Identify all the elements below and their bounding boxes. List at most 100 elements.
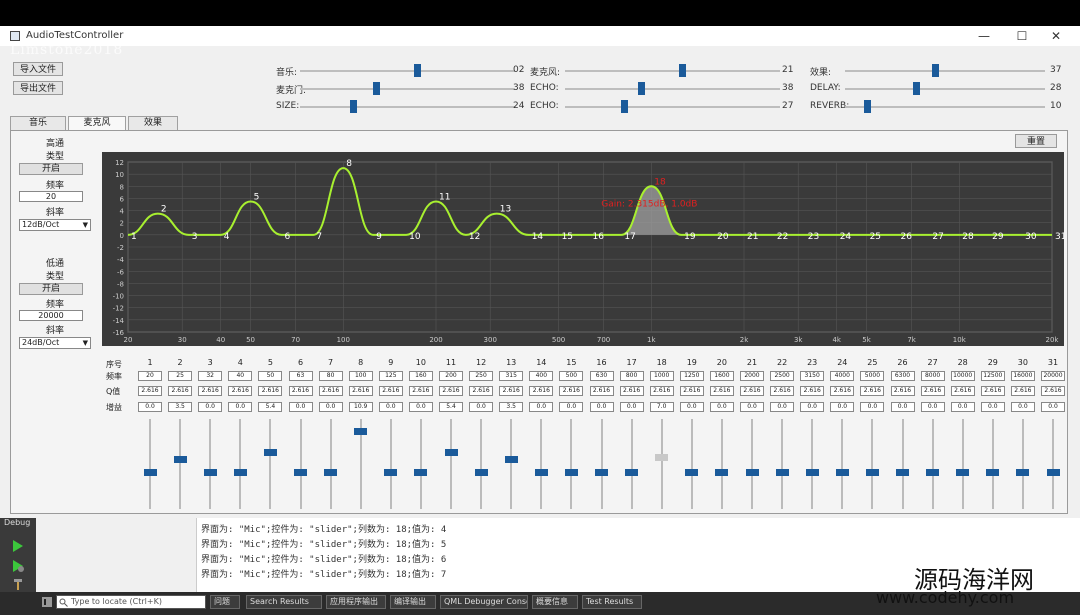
global-slider-handle[interactable]: [931, 64, 939, 77]
band-freq-input[interactable]: 500: [559, 371, 584, 381]
band-gain-input[interactable]: 0.0: [619, 402, 644, 412]
output-pane-button[interactable]: 应用程序输出: [326, 595, 386, 609]
band-slider-track[interactable]: [269, 419, 272, 509]
global-slider-track[interactable]: [845, 106, 1045, 108]
global-slider-track[interactable]: [300, 70, 515, 72]
high-pass-freq-input[interactable]: 20: [19, 191, 83, 202]
output-pane-button[interactable]: 编译输出: [390, 595, 436, 609]
global-slider-handle[interactable]: [621, 100, 629, 113]
band-q-input[interactable]: 2.616: [709, 386, 734, 396]
band-freq-input[interactable]: 6300: [890, 371, 915, 381]
band-gain-input[interactable]: 5.4: [258, 402, 283, 412]
band-slider-handle[interactable]: [595, 468, 608, 476]
global-slider-track[interactable]: [565, 70, 780, 72]
global-slider-track[interactable]: [300, 106, 515, 108]
eq-point-label[interactable]: 7: [316, 232, 322, 242]
eq-point-label[interactable]: 10: [409, 232, 421, 242]
band-freq-input[interactable]: 40: [228, 371, 253, 381]
global-slider-track[interactable]: [565, 88, 780, 90]
band-slider-handle[interactable]: [354, 428, 368, 436]
band-slider-handle[interactable]: [1046, 468, 1060, 476]
band-freq-input[interactable]: 630: [589, 371, 614, 381]
band-slider-track[interactable]: [299, 419, 302, 509]
band-freq-input[interactable]: 20: [138, 371, 162, 381]
band-slider-handle[interactable]: [504, 455, 518, 463]
eq-point-label[interactable]: 11: [439, 192, 450, 202]
low-pass-slope-select[interactable]: 24dB/Oct ▼: [19, 337, 91, 349]
band-q-input[interactable]: 2.616: [499, 386, 524, 396]
band-freq-input[interactable]: 100: [348, 371, 373, 381]
band-freq-input[interactable]: 25: [168, 371, 193, 381]
band-gain-input[interactable]: 3.5: [499, 402, 524, 412]
band-q-input[interactable]: 2.616: [348, 386, 373, 396]
eq-point-label[interactable]: 26: [900, 232, 912, 242]
eq-point-label[interactable]: 27: [932, 232, 943, 242]
band-gain-input[interactable]: 0.0: [770, 402, 795, 412]
band-slider-handle[interactable]: [263, 448, 277, 456]
global-slider-track[interactable]: [565, 106, 780, 108]
band-slider-track[interactable]: [901, 419, 904, 509]
band-gain-input[interactable]: 0.0: [228, 402, 253, 412]
band-slider-track[interactable]: [450, 419, 452, 509]
global-slider-track[interactable]: [300, 88, 515, 90]
eq-point-label[interactable]: 15: [562, 232, 573, 242]
console-output[interactable]: 界面为: "Mic";控件为: "slider";列数为: 18;值为: 4 界面…: [196, 518, 1080, 592]
eq-point-label[interactable]: 22: [777, 232, 788, 242]
band-gain-input[interactable]: 0.0: [890, 402, 915, 412]
band-slider-track[interactable]: [841, 419, 844, 509]
band-slider-handle[interactable]: [655, 453, 669, 461]
tab-music[interactable]: 音乐: [10, 116, 66, 130]
band-slider-handle[interactable]: [1016, 468, 1030, 476]
band-q-input[interactable]: 2.616: [168, 386, 193, 396]
band-slider-handle[interactable]: [926, 468, 940, 476]
band-slider-handle[interactable]: [835, 468, 849, 476]
band-slider-handle[interactable]: [685, 468, 699, 476]
band-slider-track[interactable]: [781, 419, 784, 509]
eq-point-label[interactable]: 30: [1025, 232, 1037, 242]
eq-point-label[interactable]: 5: [254, 192, 260, 202]
band-q-input[interactable]: 2.616: [258, 386, 283, 396]
band-slider-handle[interactable]: [203, 468, 217, 476]
high-pass-toggle-button[interactable]: 开启: [19, 163, 83, 175]
band-gain-input[interactable]: 0.0: [950, 402, 975, 412]
band-q-input[interactable]: 2.616: [770, 386, 795, 396]
band-q-input[interactable]: 2.616: [408, 386, 433, 396]
band-slider-track[interactable]: [419, 419, 422, 509]
global-slider-handle[interactable]: [679, 64, 687, 77]
band-gain-input[interactable]: 0.0: [860, 402, 885, 412]
band-slider-track[interactable]: [480, 419, 483, 509]
band-gain-input[interactable]: 0.0: [469, 402, 494, 412]
band-slider-track[interactable]: [871, 419, 874, 509]
output-pane-button[interactable]: 问题: [210, 595, 240, 609]
band-freq-input[interactable]: 50: [258, 371, 283, 381]
band-q-input[interactable]: 2.616: [1010, 386, 1035, 396]
band-gain-input[interactable]: 0.0: [980, 402, 1005, 412]
global-slider-handle[interactable]: [864, 100, 872, 113]
band-slider-handle[interactable]: [865, 468, 879, 476]
band-gain-input[interactable]: 0.0: [198, 402, 223, 412]
band-slider-track[interactable]: [961, 419, 964, 509]
band-q-input[interactable]: 2.616: [589, 386, 614, 396]
band-slider-track[interactable]: [720, 419, 723, 509]
band-q-input[interactable]: 2.616: [529, 386, 554, 396]
band-freq-input[interactable]: 800: [619, 371, 644, 381]
band-freq-input[interactable]: 1600: [709, 371, 734, 381]
band-q-input[interactable]: 2.616: [649, 386, 674, 396]
debug-run-icon[interactable]: [12, 560, 24, 572]
band-gain-input[interactable]: 0.0: [800, 402, 825, 412]
band-slider-handle[interactable]: [233, 468, 247, 476]
band-slider-track[interactable]: [239, 419, 242, 509]
band-freq-input[interactable]: 8000: [920, 371, 945, 381]
eq-point-label[interactable]: 13: [500, 205, 511, 215]
band-slider-handle[interactable]: [173, 455, 187, 463]
band-gain-input[interactable]: 0.0: [318, 402, 343, 412]
eq-point-label[interactable]: 4: [224, 232, 230, 242]
band-q-input[interactable]: 2.616: [138, 386, 162, 396]
band-freq-input[interactable]: 32: [198, 371, 223, 381]
band-q-input[interactable]: 2.616: [830, 386, 855, 396]
low-pass-toggle-button[interactable]: 开启: [19, 283, 83, 295]
band-freq-input[interactable]: 1000: [649, 371, 674, 381]
eq-point-label[interactable]: 9: [376, 232, 382, 242]
band-q-input[interactable]: 2.616: [800, 386, 825, 396]
reset-button[interactable]: 重置: [1015, 134, 1057, 148]
